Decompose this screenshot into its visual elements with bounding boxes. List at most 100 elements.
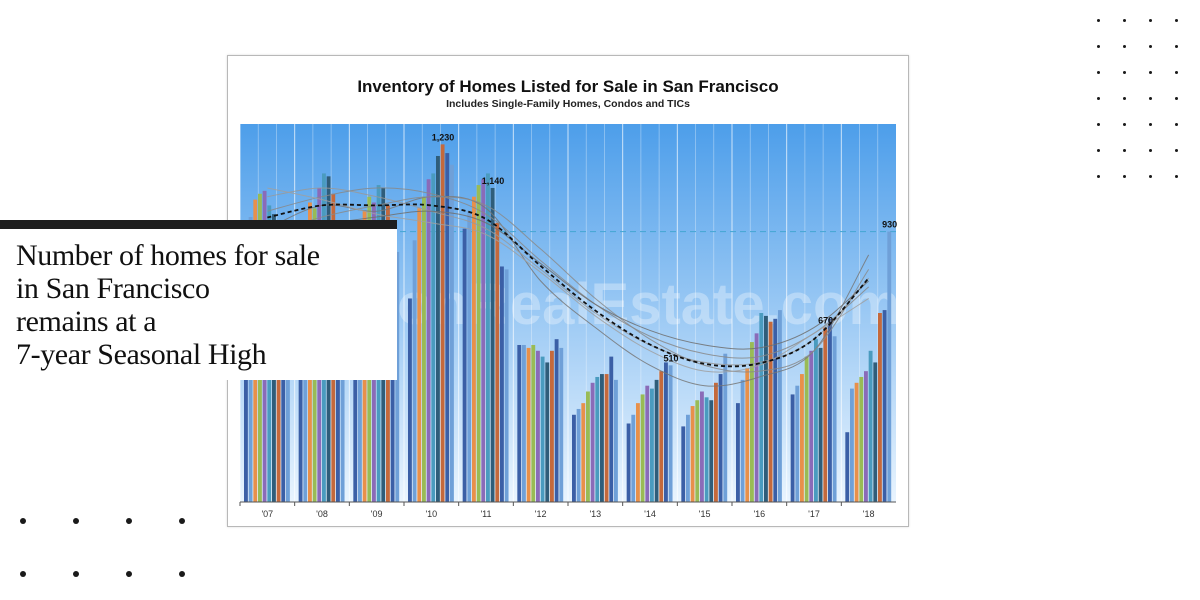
trend-line: [267, 195, 870, 387]
x-tick-label: '07: [261, 509, 273, 519]
decorative-dot: [73, 518, 79, 524]
bar: [481, 179, 486, 502]
bar: [422, 196, 426, 502]
bar: [709, 400, 714, 502]
bar: [462, 228, 467, 502]
bar: [718, 374, 723, 502]
bar: [500, 266, 504, 502]
trend-line: [267, 196, 870, 373]
decorative-dot: [1123, 71, 1126, 74]
headline-box: Number of homes for sale in San Francisc…: [0, 220, 397, 380]
bar: [395, 251, 400, 502]
bar: [659, 371, 664, 502]
bar: [631, 414, 636, 502]
decorative-dot: [1149, 123, 1152, 126]
bar: [764, 315, 768, 502]
bar: [590, 382, 595, 502]
bar: [431, 173, 436, 502]
bar: [859, 376, 864, 502]
inventory-chart: Inventory of Homes Listed for Sale in Sa…: [236, 77, 900, 519]
decorative-dot: [1149, 175, 1152, 178]
decorative-dot: [1097, 123, 1100, 126]
bar: [554, 339, 559, 502]
decorative-dot: [1149, 45, 1152, 48]
x-tick-label: '13: [589, 509, 601, 519]
decorative-dot: [1123, 97, 1126, 100]
decorative-dot: [1097, 45, 1100, 48]
bar: [531, 344, 536, 502]
bar: [828, 318, 832, 502]
bar: [559, 347, 564, 502]
x-tick-label: '14: [644, 509, 656, 519]
bar: [586, 391, 590, 502]
bar: [868, 350, 873, 502]
bar: [490, 187, 495, 502]
decorative-dot: [179, 518, 185, 524]
bar: [440, 144, 445, 502]
bar: [445, 153, 450, 503]
decorative-dot: [20, 571, 26, 577]
bar: [545, 362, 550, 502]
bar: [668, 365, 673, 502]
x-tick-label: '15: [699, 509, 711, 519]
trend-line: [267, 187, 869, 359]
bar: [878, 313, 882, 502]
bar: [681, 426, 686, 502]
trend-line: [267, 210, 869, 350]
decorative-dot: [1175, 149, 1178, 152]
x-tick-label: '09: [371, 509, 383, 519]
bar: [714, 382, 718, 502]
bar: [690, 406, 695, 502]
bar: [517, 344, 522, 502]
bar: [581, 403, 586, 502]
bar: [700, 391, 704, 502]
bar: [609, 356, 614, 502]
bar: [536, 350, 540, 502]
bar: [600, 374, 604, 502]
bar: [522, 344, 526, 502]
bar: [467, 211, 472, 502]
data-label: 1,140: [482, 176, 505, 186]
bar: [654, 379, 659, 502]
bar: [845, 432, 850, 502]
bar: [664, 362, 668, 502]
bar: [704, 397, 709, 502]
bar: [636, 403, 640, 502]
bar: [595, 376, 600, 502]
bar: [298, 263, 303, 502]
bar: [823, 327, 828, 502]
bar: [809, 350, 814, 502]
bar: [795, 385, 800, 502]
decorative-dot: [1123, 123, 1126, 126]
headline: Number of homes for sale in San Francisc…: [16, 239, 320, 371]
bar: [495, 222, 500, 502]
bar: [412, 240, 417, 503]
decorative-dot: [1175, 19, 1178, 22]
bar: [540, 356, 545, 502]
x-tick-label: '16: [753, 509, 765, 519]
bar: [436, 155, 440, 502]
bar: [723, 353, 728, 502]
bar: [353, 269, 358, 502]
decorative-dot: [1097, 149, 1100, 152]
decorative-dot: [1149, 71, 1152, 74]
decorative-dot: [1175, 97, 1178, 100]
bar: [778, 310, 782, 502]
bar: [887, 231, 892, 503]
bar: [650, 388, 654, 502]
bar: [873, 362, 878, 502]
bar: [745, 368, 750, 502]
bar: [614, 379, 618, 502]
decorative-dot: [1097, 97, 1100, 100]
bar: [572, 414, 576, 502]
decorative-dot: [1175, 123, 1178, 126]
decorative-dot: [1175, 45, 1178, 48]
data-label: 1,230: [432, 132, 455, 142]
bar: [754, 333, 759, 502]
bar: [645, 385, 650, 502]
x-tick-label: '17: [808, 509, 820, 519]
bar: [526, 347, 531, 502]
data-label: 670: [818, 316, 833, 326]
bar: [864, 371, 868, 502]
decorative-dot: [20, 518, 26, 524]
